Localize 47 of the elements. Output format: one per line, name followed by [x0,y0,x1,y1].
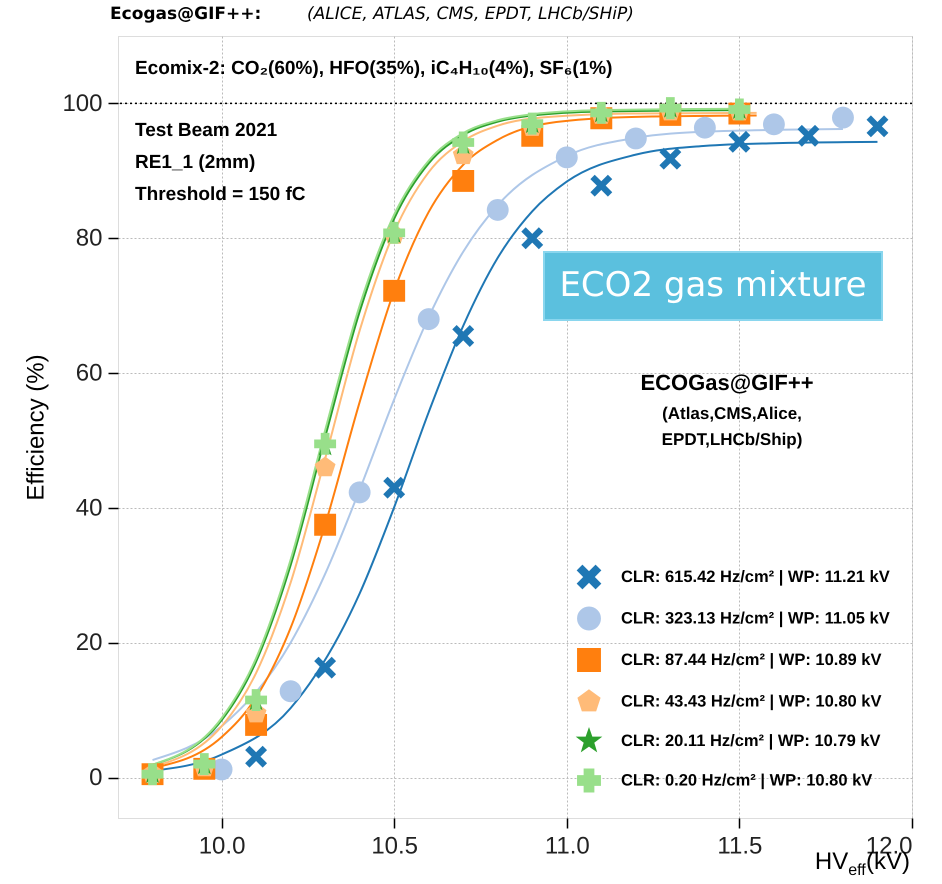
legend-label: CLR: 43.43 Hz/cm² | WP: 10.80 kV [621,692,882,710]
legend-label: CLR: 323.13 Hz/cm² | WP: 11.05 kV [621,610,890,628]
point [383,280,406,302]
x-tick-label: 11.5 [717,832,762,860]
y-tick-label: 40 [76,494,102,522]
point [659,148,682,170]
point [348,481,371,504]
legend-label: CLR: 87.44 Hz/cm² | WP: 10.89 kV [621,651,882,669]
y-tick-label: 100 [62,90,102,117]
point [314,514,336,536]
point [694,116,716,139]
chart-subtitle: (ALICE, ATLAS, CMS, EPDT, LHCb/SHiP) [307,4,634,24]
y-tick-label: 20 [76,629,102,656]
point [590,174,612,197]
chart-title: Ecogas@GIF++: [110,4,262,24]
point [452,170,474,192]
x-tick-label: 10.5 [371,832,418,860]
point [418,308,440,330]
point [280,680,302,702]
point [762,113,785,136]
annotation: (Atlas,CMS,Alice, EPDT,LHCb/Ship) [662,404,802,449]
point [866,115,888,138]
x-tick-label: 10.0 [198,832,246,860]
point [383,476,406,499]
point [486,198,509,221]
annotation: Test Beam 2021 RE1_1 (2mm) Threshold = 150 fC [135,120,306,205]
legend-label: CLR: 20.11 Hz/cm² | WP: 10.79 kV [621,732,881,750]
point [314,456,336,476]
point [556,146,578,168]
legend-label: CLR: 615.42 Hz/cm² | WP: 11.21 kV [621,568,890,586]
point [832,106,854,129]
annotation: Ecomix-2: CO₂(60%), HFO(35%), iC₄H₁₀(4%), SF₆(1%) [135,58,613,79]
y-tick-label: 60 [76,360,102,387]
x-tick-label: 11.0 [544,832,590,860]
y-tick-label: 80 [76,224,102,252]
legend-label: CLR: 0.20 Hz/cm² | WP: 10.80 kV [621,772,872,790]
point [521,227,544,250]
point [728,130,750,153]
point [452,325,474,347]
point [624,128,647,150]
annotation: ECO2 gas mixture [559,265,867,305]
annotation: ECOGas@GIF++ [640,370,814,395]
point [314,656,336,679]
point [245,746,268,768]
point [797,124,820,147]
y-tick-label: 0 [89,764,102,792]
y-axis-title: Efficiency (%) [22,354,50,501]
